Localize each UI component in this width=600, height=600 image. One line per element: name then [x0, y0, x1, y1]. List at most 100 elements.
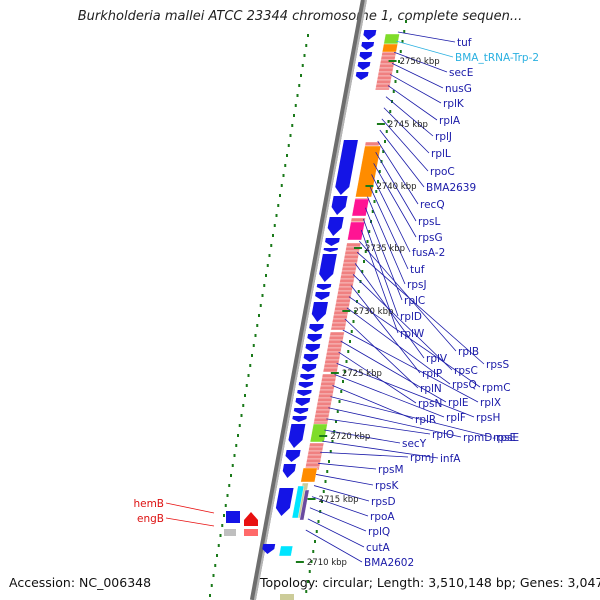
orange-block [381, 43, 398, 53]
inner-tick [403, 30, 406, 33]
inner-tick [396, 70, 399, 73]
connector [326, 418, 431, 435]
feature-tracks [224, 30, 400, 600]
scale-label: 2730 kbp [353, 307, 393, 317]
gene-label: rplF [446, 412, 466, 424]
gene-label: BMA_tRNA-Trp-2 [455, 52, 539, 64]
rna-segment [331, 318, 348, 324]
outer-tick [289, 134, 292, 137]
rna-segment [345, 242, 362, 248]
gene-label: rplK [443, 98, 465, 110]
outer-tick [228, 484, 231, 487]
outer-tick [254, 334, 257, 337]
cds-arrow [323, 248, 338, 252]
cds-arrow [300, 374, 315, 380]
outer-tick [263, 284, 266, 287]
accession-text: Accession: NC_006348 [9, 575, 152, 590]
gene-label: rplQ [368, 526, 390, 538]
inner-tick [324, 480, 327, 483]
cds-arrow [298, 382, 314, 388]
connector [371, 174, 411, 253]
inner-tick [345, 360, 348, 363]
gene-label: nusG [445, 83, 472, 95]
connector [391, 62, 444, 89]
outer-tick [240, 414, 243, 417]
outer-tick [303, 54, 306, 57]
cds-arrow [311, 302, 328, 322]
connector [356, 251, 485, 365]
connector [397, 31, 456, 43]
rna-segment [343, 254, 359, 260]
scale-label: 2735 kbp [365, 244, 405, 254]
cds-arrow [359, 52, 373, 60]
inner-tick [368, 230, 371, 233]
inner-tick [312, 550, 315, 553]
inner-tick-ring [305, 20, 407, 593]
outer-tick [307, 34, 309, 37]
outer-tick [275, 214, 278, 217]
kbp-scale: 2750 kbp 2745 kbp 2740 kbp 2735 kbp 2730 kbp… [295, 57, 440, 568]
cds-arrow [319, 254, 337, 282]
inner-tick [350, 330, 353, 333]
rna-segment [326, 347, 342, 353]
cyan-block [291, 485, 305, 519]
rna-segment [337, 286, 353, 292]
outer-tick [282, 174, 285, 177]
lime-block [383, 33, 400, 45]
rna-segment [378, 67, 394, 73]
connector [330, 396, 492, 438]
rna-segment [328, 335, 344, 341]
outer-tick [217, 544, 220, 547]
rna-segment [339, 274, 356, 280]
outer-tick [273, 224, 276, 227]
purple-block [299, 489, 310, 521]
outer-tick [212, 574, 215, 577]
magenta-block [351, 198, 370, 217]
rna-segment [308, 446, 324, 452]
inner-tick [405, 20, 407, 23]
outer-tick [251, 354, 253, 357]
inner-tick [307, 580, 309, 583]
rna-segment [335, 298, 351, 304]
gray-feature [224, 529, 236, 536]
rna-segment [320, 377, 337, 383]
rna-segment [315, 409, 331, 415]
rna-segment [377, 71, 393, 77]
cds-arrow [327, 217, 344, 236]
rna-segment [306, 454, 322, 460]
cds-arrow [305, 344, 321, 352]
rna-segment [337, 290, 353, 296]
outer-tick [247, 374, 250, 377]
inner-tick [340, 390, 343, 393]
rna-segment [350, 217, 366, 223]
outer-tick [293, 114, 295, 117]
hemB-feature [226, 511, 240, 523]
outer-tick [268, 254, 271, 257]
rna-segment [308, 442, 325, 448]
rna-segment [376, 79, 392, 85]
rna-segment [342, 258, 359, 264]
connector [385, 96, 434, 137]
connector [346, 307, 451, 385]
gene-label: hemB [133, 498, 164, 510]
cds-arrow [293, 408, 309, 414]
connector [334, 374, 445, 418]
rna-segment [325, 355, 341, 361]
gene-label: rpsD [371, 496, 396, 508]
gene-label: tuf [410, 264, 425, 276]
engB-feature [244, 512, 258, 526]
gene-label: BMA2639 [426, 182, 476, 194]
connector [336, 362, 475, 418]
gene-label: cutA [366, 542, 391, 554]
gene-label: secY [402, 438, 427, 450]
cds-arrow [315, 292, 330, 300]
scale-label: 2745 kbp [388, 120, 428, 130]
inner-tick [349, 340, 351, 343]
connector [369, 185, 409, 270]
red-feature [244, 529, 258, 536]
inner-tick [331, 440, 334, 443]
connector [389, 74, 442, 104]
inner-tick [385, 130, 388, 133]
inner-tick [357, 290, 360, 293]
